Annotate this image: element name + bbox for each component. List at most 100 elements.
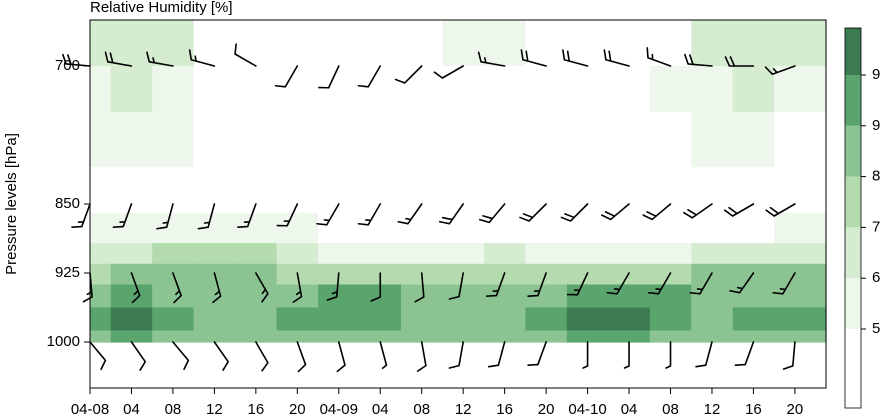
humidity-cell (774, 167, 827, 214)
humidity-cell (90, 330, 112, 343)
wind-barb (562, 49, 589, 67)
humidity-cell (359, 307, 402, 332)
x-tick-label: 12 (206, 401, 223, 418)
humidity-cell (110, 213, 153, 244)
humidity-cell (732, 330, 775, 343)
x-tick-label: 12 (704, 401, 721, 418)
humidity-cell (732, 20, 775, 67)
wind-barb (764, 65, 796, 76)
humidity-cell (442, 167, 485, 214)
humidity-cell (442, 284, 485, 309)
humidity-cell (193, 284, 236, 309)
humidity-cell (732, 167, 775, 214)
humidity-cell (235, 243, 278, 265)
humidity-cell (400, 213, 444, 244)
humidity-cell (276, 284, 319, 309)
wind-barb (684, 53, 713, 67)
wind-barb (255, 272, 269, 303)
humidity-cell (90, 167, 112, 214)
humidity-cell (566, 330, 609, 343)
humidity-cell (649, 330, 692, 343)
humidity-cell (442, 307, 485, 332)
humidity-cell (359, 66, 402, 113)
wind-barb (296, 341, 307, 373)
humidity-cell (732, 284, 775, 309)
y-axis-label: Pressure levels [hPa] (3, 133, 20, 275)
humidity-cell (525, 20, 568, 67)
humidity-cell (732, 66, 775, 113)
humidity-cell (152, 284, 195, 309)
humidity-cell (774, 243, 827, 265)
humidity-cell (90, 213, 112, 244)
humidity-cell (90, 263, 112, 286)
x-tick-label: 08 (165, 401, 182, 418)
humidity-field (90, 20, 827, 343)
humidity-cell (152, 330, 195, 343)
humidity-cell (359, 167, 402, 214)
humidity-cell (774, 66, 827, 113)
wind-barb (689, 272, 713, 295)
humidity-cell (318, 167, 361, 214)
wind-barb (647, 272, 672, 295)
wind-barb (623, 341, 630, 369)
humidity-cell (110, 20, 153, 67)
wind-barb (336, 341, 346, 373)
humidity-cell (110, 243, 153, 265)
wind-barb (527, 272, 547, 298)
humidity-cell (110, 307, 153, 332)
humidity-cell (90, 243, 112, 265)
colorbar-tick-label: 90 (872, 117, 880, 134)
wind-barb (89, 341, 107, 371)
wind-barb (357, 203, 382, 226)
wind-barbs (62, 43, 796, 373)
wind-barb (370, 272, 382, 302)
chart-title: Relative Humidity [%] (90, 0, 233, 16)
wind-barb (112, 203, 133, 229)
humidity-cell (235, 330, 278, 343)
colorbar-swatch (845, 75, 861, 126)
wind-barb (292, 272, 303, 303)
wind-barb (527, 341, 547, 367)
wind-barb (197, 203, 216, 230)
humidity-cell (235, 307, 278, 332)
wind-barb (212, 272, 222, 304)
humidity-cell (483, 167, 526, 214)
colorbar-frame (844, 27, 862, 409)
wind-barb (316, 203, 340, 226)
humidity-cell (400, 284, 444, 309)
humidity-cell (442, 243, 485, 265)
humidity-cell (732, 213, 775, 244)
wind-barb (438, 203, 464, 225)
wind-barb (357, 65, 382, 88)
wind-barb (723, 203, 755, 217)
humidity-cell (152, 112, 195, 168)
humidity-cell (649, 112, 692, 168)
humidity-cell (691, 263, 734, 286)
wind-barb (448, 341, 464, 369)
humidity-cell (90, 307, 112, 332)
humidity-cell (732, 243, 775, 265)
wind-barb (394, 65, 423, 84)
humidity-cell (276, 307, 319, 332)
wind-barb (520, 49, 547, 67)
wind-barb (172, 272, 182, 304)
wind-barb (188, 49, 216, 67)
humidity-cell (691, 243, 734, 265)
x-tick-label: 16 (496, 401, 513, 418)
humidity-cell (608, 20, 651, 67)
wind-barb (519, 203, 547, 222)
humidity-cell (691, 112, 734, 168)
wind-barb (172, 341, 190, 371)
humidity-cell (235, 20, 278, 67)
wind-barb (487, 341, 506, 368)
humidity-cell (235, 112, 278, 168)
humidity-cell (442, 330, 485, 343)
humidity-cell (774, 112, 827, 168)
wind-barb (646, 47, 672, 67)
wind-barb (146, 51, 174, 67)
humidity-cell (193, 66, 236, 113)
humidity-cell (276, 66, 319, 113)
colorbar-swatch (845, 227, 861, 279)
humidity-cell (608, 330, 651, 343)
